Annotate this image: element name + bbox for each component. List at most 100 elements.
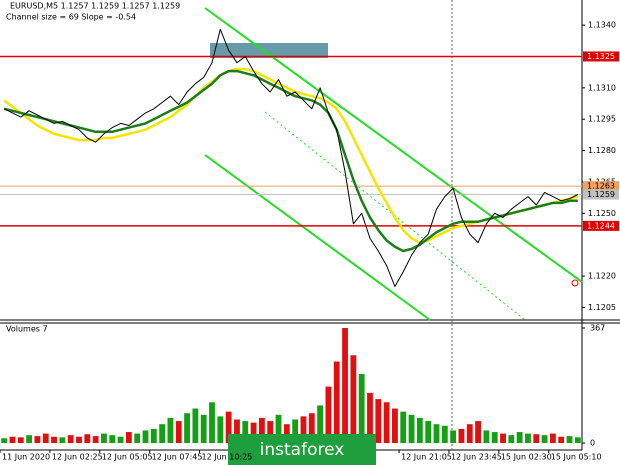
x-tick-label: 15 Jun 05:10 xyxy=(551,453,602,462)
level-label: 1.1244 xyxy=(587,221,615,230)
channel-lower xyxy=(204,154,431,321)
volume-bar xyxy=(308,413,315,443)
volume-bar xyxy=(167,417,174,443)
x-tick-label: 12 Jun 07:45 xyxy=(152,453,203,462)
volume-bar xyxy=(466,424,473,443)
volume-bar xyxy=(217,416,224,443)
volume-bar xyxy=(117,436,124,443)
volume-bar xyxy=(42,433,49,443)
volume-bar xyxy=(59,437,66,443)
volume-bar xyxy=(200,414,207,443)
x-tick-label: 12 Jun 10:25 xyxy=(202,453,253,462)
volume-bar xyxy=(491,432,498,443)
level-label: 1.1259 xyxy=(587,190,615,199)
volume-bar xyxy=(250,422,257,443)
x-tick-label: 12 Jun 23:45 xyxy=(451,453,502,462)
volume-tick-label: 0 xyxy=(590,439,595,448)
volume-bar xyxy=(325,386,332,443)
level-label-box xyxy=(583,189,619,200)
volume-bar xyxy=(408,414,415,443)
volume-bar xyxy=(483,430,490,443)
volume-bar xyxy=(416,417,423,443)
level-label-box xyxy=(583,220,619,231)
volume-bar xyxy=(125,432,132,443)
volume-bar xyxy=(175,421,182,443)
volume-bar xyxy=(258,417,265,443)
volume-bar xyxy=(516,432,523,443)
level-label-box xyxy=(583,181,619,192)
level-label: 1.1263 xyxy=(587,182,615,191)
volume-bar xyxy=(558,436,565,443)
volume-bar xyxy=(574,437,581,443)
volume-bar xyxy=(317,405,324,443)
plot-layer xyxy=(0,28,582,443)
x-tick-label: 15 Jun 02:30 xyxy=(501,453,552,462)
volume-bar xyxy=(300,416,307,443)
resistance-zone xyxy=(210,43,328,58)
chart-title: EURUSD,M5 1.1257 1.1259 1.1257 1.1259 xyxy=(10,2,180,11)
volume-bar xyxy=(17,437,24,443)
volume-bar xyxy=(400,411,407,443)
volume-bar xyxy=(383,402,390,443)
volume-bar xyxy=(192,408,199,443)
watermark-box xyxy=(228,434,376,465)
x-tick-label: 11 Jun 2020 xyxy=(2,453,50,462)
x-tick-label: 12 Jun 05:05 xyxy=(102,453,153,462)
volume-bar xyxy=(508,435,515,443)
y-tick-label: 1.1250 xyxy=(588,209,616,218)
x-tick-label: 12 Jun 21:05 xyxy=(401,453,452,462)
volume-tick-label: 367 xyxy=(590,324,605,333)
volume-bar xyxy=(342,328,348,443)
volume-bar xyxy=(458,428,465,443)
volume-bar xyxy=(358,374,365,443)
volume-bar xyxy=(533,434,540,443)
volume-bar xyxy=(209,402,215,443)
volume-bar xyxy=(283,424,290,443)
volume-bar xyxy=(475,421,481,443)
volume-bar xyxy=(84,434,91,443)
volume-bar xyxy=(92,436,99,443)
volume-bar xyxy=(34,436,41,443)
volume-bar xyxy=(26,435,33,443)
volume-bar xyxy=(333,361,340,443)
volume-bar xyxy=(525,433,531,443)
y-tick-label: 1.1280 xyxy=(588,146,616,155)
volume-bar xyxy=(134,433,141,443)
volume-bar xyxy=(375,399,382,443)
price-line xyxy=(3,28,579,287)
y-tick-label: 1.1310 xyxy=(588,83,616,92)
volume-bar xyxy=(549,433,556,443)
volume-bar xyxy=(566,436,573,443)
volume-bar xyxy=(150,428,157,443)
x-tick-label: 12 Jun 02:25 xyxy=(52,453,103,462)
chart-subtitle: Channel size = 69 Slope = -0.54 xyxy=(6,13,136,22)
volume-bar xyxy=(292,419,299,443)
channel-anchor xyxy=(571,279,579,287)
volume-bar xyxy=(275,414,282,443)
volume-bar xyxy=(51,436,57,443)
volume-bar xyxy=(159,424,166,443)
volume-label: Volumes 7 xyxy=(6,325,48,334)
volume-bar xyxy=(367,392,373,443)
volume-bar xyxy=(541,435,548,443)
volume-bar xyxy=(242,421,249,443)
volume-bar xyxy=(234,419,240,443)
volume-bar xyxy=(225,411,232,443)
volume-bar xyxy=(425,421,432,443)
y-tick-label: 1.1340 xyxy=(588,21,616,30)
volume-bar xyxy=(350,355,357,443)
volume-bar xyxy=(9,436,16,443)
volume-bar xyxy=(392,408,398,443)
y-tick-label: 1.1220 xyxy=(588,272,616,281)
volume-bar xyxy=(109,435,116,443)
level-label: 1.1325 xyxy=(587,52,615,61)
volume-bar xyxy=(500,433,506,443)
volume-bar xyxy=(267,421,274,443)
volume-bar xyxy=(1,438,8,443)
y-tick-label: 1.1295 xyxy=(588,115,616,124)
volume-bar xyxy=(101,433,107,443)
channel-upper xyxy=(204,7,583,283)
volume-bar xyxy=(142,430,149,443)
volume-bar xyxy=(76,436,82,443)
